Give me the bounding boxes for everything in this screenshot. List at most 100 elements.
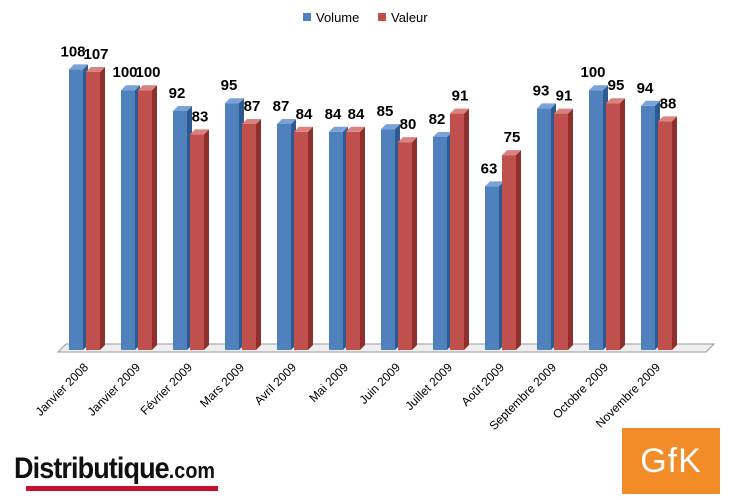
- x-tick-label-3: Mars 2009: [197, 360, 247, 410]
- legend-swatch-valeur: [378, 13, 386, 21]
- bar-top-valeur-9: [554, 108, 573, 114]
- bar-top-valeur-2: [190, 129, 209, 135]
- bar-series-group: [69, 64, 677, 351]
- value-label-valeur-2: 83: [192, 108, 209, 125]
- bar-top-volume-6: [381, 124, 400, 130]
- value-label-volume-9: 93: [533, 82, 550, 99]
- value-label-volume-0: 108: [60, 43, 85, 60]
- bar-valeur-5: [346, 131, 360, 350]
- bar-top-valeur-4: [294, 126, 313, 132]
- bar-top-valeur-1: [138, 85, 157, 91]
- bar-side-valeur-6: [412, 137, 417, 350]
- bar-side-valeur-5: [360, 126, 365, 350]
- bar-volume-0: [69, 69, 83, 350]
- distributique-logo: Distributique.com: [14, 452, 218, 494]
- bar-valeur-7: [450, 113, 464, 350]
- bar-volume-9: [537, 108, 551, 350]
- value-label-volume-10: 100: [580, 64, 605, 81]
- value-label-valeur-4: 84: [296, 106, 313, 123]
- bar-top-volume-4: [277, 118, 296, 124]
- bar-top-valeur-3: [242, 118, 261, 124]
- bar-volume-1: [121, 90, 135, 350]
- bar-top-valeur-10: [606, 98, 625, 104]
- legend-label-volume: Volume: [316, 10, 359, 25]
- bar-volume-6: [381, 129, 395, 350]
- bar-top-valeur-0: [86, 67, 105, 73]
- x-tick-label-6: Juin 2009: [356, 360, 403, 407]
- bar-volume-10: [589, 90, 603, 350]
- bar-side-valeur-3: [256, 118, 261, 350]
- x-tick-label-8: Août 2009: [459, 360, 508, 409]
- value-label-volume-11: 94: [637, 80, 654, 97]
- value-label-volume-5: 84: [325, 106, 342, 123]
- bar-volume-7: [433, 136, 447, 350]
- bar-valeur-4: [294, 131, 308, 350]
- bar-side-valeur-1: [152, 85, 157, 350]
- legend-swatch-volume: [303, 13, 311, 21]
- bar-top-volume-7: [433, 131, 452, 137]
- value-label-volume-8: 63: [481, 160, 498, 177]
- bar-valeur-0: [86, 72, 100, 350]
- value-label-volume-2: 92: [169, 85, 186, 102]
- x-tick-label-4: Avril 2009: [252, 360, 300, 408]
- bar-top-volume-1: [121, 85, 140, 91]
- value-label-volume-3: 95: [221, 77, 238, 94]
- x-tick-label-5: Mai 2009: [306, 360, 351, 405]
- bar-top-volume-0: [69, 64, 88, 70]
- bar-top-valeur-5: [346, 126, 365, 132]
- bar-side-valeur-0: [100, 67, 105, 350]
- bar-valeur-10: [606, 103, 620, 350]
- bar-side-valeur-10: [620, 98, 625, 350]
- value-label-valeur-6: 80: [400, 116, 417, 133]
- bar-top-volume-9: [537, 103, 556, 109]
- bar-volume-11: [641, 105, 655, 351]
- x-tick-label-1: Janvier 2009: [85, 360, 144, 419]
- legend: Volume Valeur: [303, 10, 428, 25]
- brand-domain: .com: [168, 458, 216, 483]
- legend-label-valeur: Valeur: [391, 10, 428, 25]
- bar-side-valeur-2: [204, 129, 209, 350]
- value-label-valeur-1: 100: [135, 64, 160, 81]
- value-label-valeur-5: 84: [348, 106, 365, 123]
- brand-underline: [26, 486, 218, 491]
- bar-side-valeur-11: [672, 116, 677, 350]
- value-label-volume-6: 85: [377, 103, 394, 120]
- bar-side-valeur-4: [308, 126, 313, 350]
- value-label-valeur-7: 91: [452, 88, 469, 105]
- value-label-valeur-3: 87: [244, 98, 261, 115]
- bar-top-volume-10: [589, 85, 608, 91]
- bar-volume-5: [329, 131, 343, 350]
- bar-top-volume-3: [225, 98, 244, 104]
- bar-volume-3: [225, 103, 239, 350]
- bar-valeur-3: [242, 123, 256, 350]
- bar-top-volume-8: [485, 181, 504, 187]
- bar-top-valeur-8: [502, 150, 521, 156]
- gfk-logo-text: GfK: [640, 441, 702, 480]
- value-label-volume-7: 82: [429, 111, 446, 128]
- value-label-valeur-8: 75: [504, 129, 521, 146]
- x-tick-label-2: Février 2009: [138, 360, 196, 418]
- bar-top-valeur-6: [398, 137, 417, 143]
- bar-valeur-8: [502, 155, 516, 350]
- bar-top-valeur-11: [658, 116, 677, 122]
- x-tick-label-7: Juillet 2009: [402, 360, 455, 413]
- value-label-volume-4: 87: [273, 98, 290, 115]
- bar-side-valeur-9: [568, 108, 573, 350]
- bar-valeur-1: [138, 90, 152, 350]
- bar-valeur-11: [658, 121, 672, 350]
- bar-valeur-2: [190, 134, 204, 350]
- bar-side-valeur-7: [464, 108, 469, 350]
- bar-top-volume-5: [329, 126, 348, 132]
- x-tick-label-0: Janvier 2008: [33, 360, 92, 419]
- bar-valeur-9: [554, 113, 568, 350]
- value-label-valeur-11: 88: [660, 95, 677, 112]
- bar-top-volume-2: [173, 105, 192, 111]
- value-label-valeur-0: 107: [83, 46, 108, 63]
- bar-side-valeur-8: [516, 150, 521, 350]
- bar-volume-2: [173, 110, 187, 350]
- brand-name: Distributique: [14, 452, 170, 485]
- bar-top-volume-11: [641, 100, 660, 106]
